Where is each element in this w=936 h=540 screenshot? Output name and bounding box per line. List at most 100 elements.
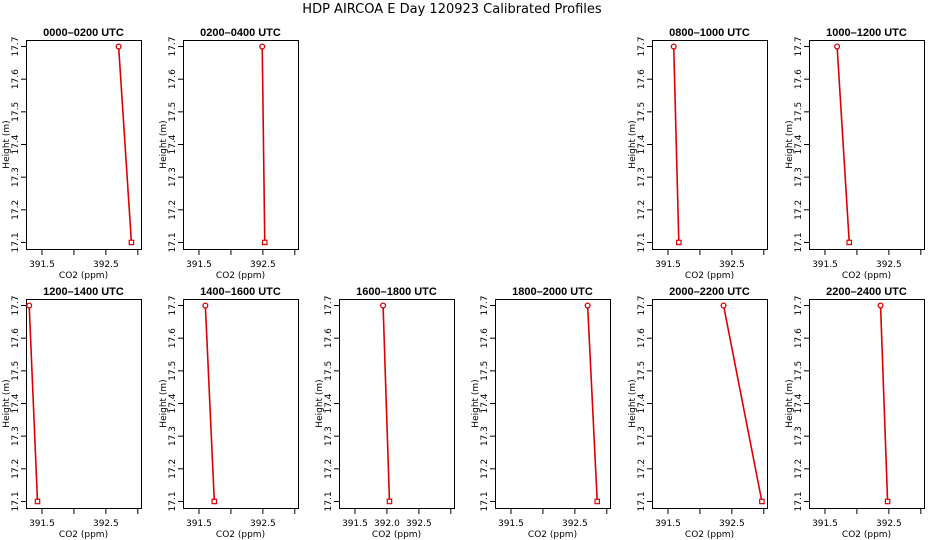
- y-tick-label: 17.7: [794, 296, 804, 316]
- y-tick-label: 17.7: [637, 37, 647, 57]
- data-point-bottom: [884, 498, 891, 505]
- y-tick-label: 17.4: [11, 393, 21, 413]
- panel-2: 0800–1000 UTC 391.5 392.5 17.1 17.2 17.3 17.4 1…: [628, 27, 768, 281]
- y-tick-label: 17.6: [11, 69, 21, 89]
- plot-frame: [26, 40, 142, 250]
- y-tick-label: 17.3: [480, 426, 490, 446]
- y-tick-label: 17.5: [637, 361, 647, 381]
- y-tick-label: 17.4: [637, 393, 647, 413]
- x-axis-label: CO2 (ppm): [216, 271, 265, 281]
- y-tick-label: 17.3: [637, 426, 647, 446]
- y-tick-label: 17.4: [794, 393, 804, 413]
- x-axis-label: CO2 (ppm): [528, 530, 577, 540]
- y-tick-label: 17.1: [11, 491, 21, 511]
- y-axis-label: Height (m): [785, 379, 795, 427]
- x-tick-label: 392.5: [250, 519, 276, 529]
- panel-7: 1800–2000 UTC 391.5 392.5 17.1 17.2 17.3 17.4 1…: [471, 286, 611, 540]
- y-tick-label: 17.3: [794, 426, 804, 446]
- y-tick-label: 17.3: [168, 167, 178, 187]
- y-tick-label: 17.3: [11, 426, 21, 446]
- x-axis-label: CO2 (ppm): [842, 530, 891, 540]
- plot-frame: [339, 299, 455, 509]
- x-tick-label: 392.5: [876, 519, 902, 529]
- y-axis-label: Height (m): [628, 120, 638, 168]
- x-axis-label: CO2 (ppm): [216, 530, 265, 540]
- y-tick-label: 17.7: [168, 296, 178, 316]
- y-tick-label: 17.5: [480, 361, 490, 381]
- x-tick-label: 392.5: [719, 519, 745, 529]
- y-tick-label: 17.4: [324, 393, 334, 413]
- panel-0: 0000–0200 UTC 391.5 392.5 17.1 17.2 17.3 17.4 1…: [2, 27, 142, 281]
- data-point-bottom: [676, 239, 682, 246]
- y-tick-label: 17.1: [637, 491, 647, 511]
- data-point-top: [834, 43, 841, 50]
- profile-line: [586, 305, 599, 502]
- panel-title: 1400–1600 UTC: [200, 286, 281, 298]
- y-tick-label: 17.7: [168, 37, 178, 57]
- y-tick-label: 17.5: [324, 361, 334, 381]
- x-axis-label: CO2 (ppm): [842, 271, 891, 281]
- y-tick-label: 17.1: [637, 232, 647, 252]
- y-tick-label: 17.6: [168, 328, 178, 348]
- y-tick-label: 17.5: [168, 102, 178, 122]
- y-tick-label: 17.1: [794, 491, 804, 511]
- plot-frame: [809, 299, 925, 509]
- y-tick-label: 17.5: [168, 361, 178, 381]
- plot-frame: [652, 40, 768, 250]
- data-point-bottom: [386, 498, 393, 505]
- data-point-bottom: [261, 239, 268, 246]
- panel-title: 0800–1000 UTC: [669, 27, 750, 39]
- y-tick-label: 17.2: [168, 200, 178, 220]
- x-tick-label: 392.5: [93, 260, 119, 270]
- y-tick-label: 17.2: [11, 200, 21, 220]
- y-axis-label: Height (m): [2, 379, 12, 427]
- plot-frame: [809, 40, 925, 250]
- y-axis-label: Height (m): [159, 379, 169, 427]
- y-tick-label: 17.2: [11, 459, 21, 479]
- x-tick-label: 391.5: [655, 260, 681, 270]
- panel-8: 2000–2200 UTC 391.5 392.5 17.1 17.2 17.3 17.4 1…: [628, 286, 768, 540]
- y-tick-label: 17.6: [794, 328, 804, 348]
- data-point-bottom: [759, 498, 765, 505]
- data-point-top: [877, 302, 884, 309]
- panel-9: 2200–2400 UTC 391.5 392.5 17.1 17.2 17.3 17.4 1…: [785, 286, 925, 540]
- panel-title: 2200–2400 UTC: [826, 286, 907, 298]
- profile-line: [879, 305, 889, 502]
- panel-title: 2000–2200 UTC: [669, 286, 750, 298]
- data-point-top: [115, 43, 122, 50]
- y-tick-label: 17.4: [480, 393, 490, 413]
- y-tick-label: 17.6: [637, 328, 647, 348]
- profile-line: [722, 305, 763, 502]
- panel-1: 0200–0400 UTC 391.5 392.5 17.1 17.2 17.3 17.4 1…: [159, 27, 299, 281]
- y-tick-label: 17.4: [11, 134, 21, 154]
- y-tick-label: 17.1: [168, 232, 178, 252]
- y-tick-label: 17.2: [637, 459, 647, 479]
- y-tick-label: 17.3: [794, 167, 804, 187]
- plot-frame: [652, 299, 768, 509]
- x-tick-label: 392.5: [93, 519, 119, 529]
- y-tick-label: 17.4: [637, 134, 647, 154]
- panel-5: 1400–1600 UTC 391.5 392.5 17.1 17.2 17.3 17.4 1…: [159, 286, 299, 540]
- y-tick-label: 17.6: [11, 328, 21, 348]
- x-tick-label: 391.5: [498, 519, 524, 529]
- y-tick-label: 17.1: [168, 491, 178, 511]
- profile-line: [28, 305, 39, 502]
- x-tick-label: 392.5: [250, 260, 276, 270]
- y-tick-label: 17.7: [480, 296, 490, 316]
- data-point-top: [202, 302, 209, 309]
- panel-title: 1600–1800 UTC: [356, 286, 437, 298]
- y-tick-label: 17.4: [168, 393, 178, 413]
- y-tick-label: 17.1: [11, 232, 21, 252]
- y-tick-label: 17.7: [11, 37, 21, 57]
- plot-frame: [26, 299, 142, 509]
- y-tick-label: 17.6: [324, 328, 334, 348]
- y-tick-label: 17.5: [11, 361, 21, 381]
- x-tick-label: 392.5: [406, 519, 432, 529]
- y-axis-label: Height (m): [2, 120, 12, 168]
- y-axis-label: Height (m): [785, 120, 795, 168]
- figure-title: HDP AIRCOA E Day 120923 Calibrated Profi…: [302, 2, 602, 17]
- profile-line: [382, 305, 391, 502]
- y-tick-label: 17.7: [324, 296, 334, 316]
- panel-title: 1800–2000 UTC: [512, 286, 593, 298]
- data-point-top: [584, 302, 591, 309]
